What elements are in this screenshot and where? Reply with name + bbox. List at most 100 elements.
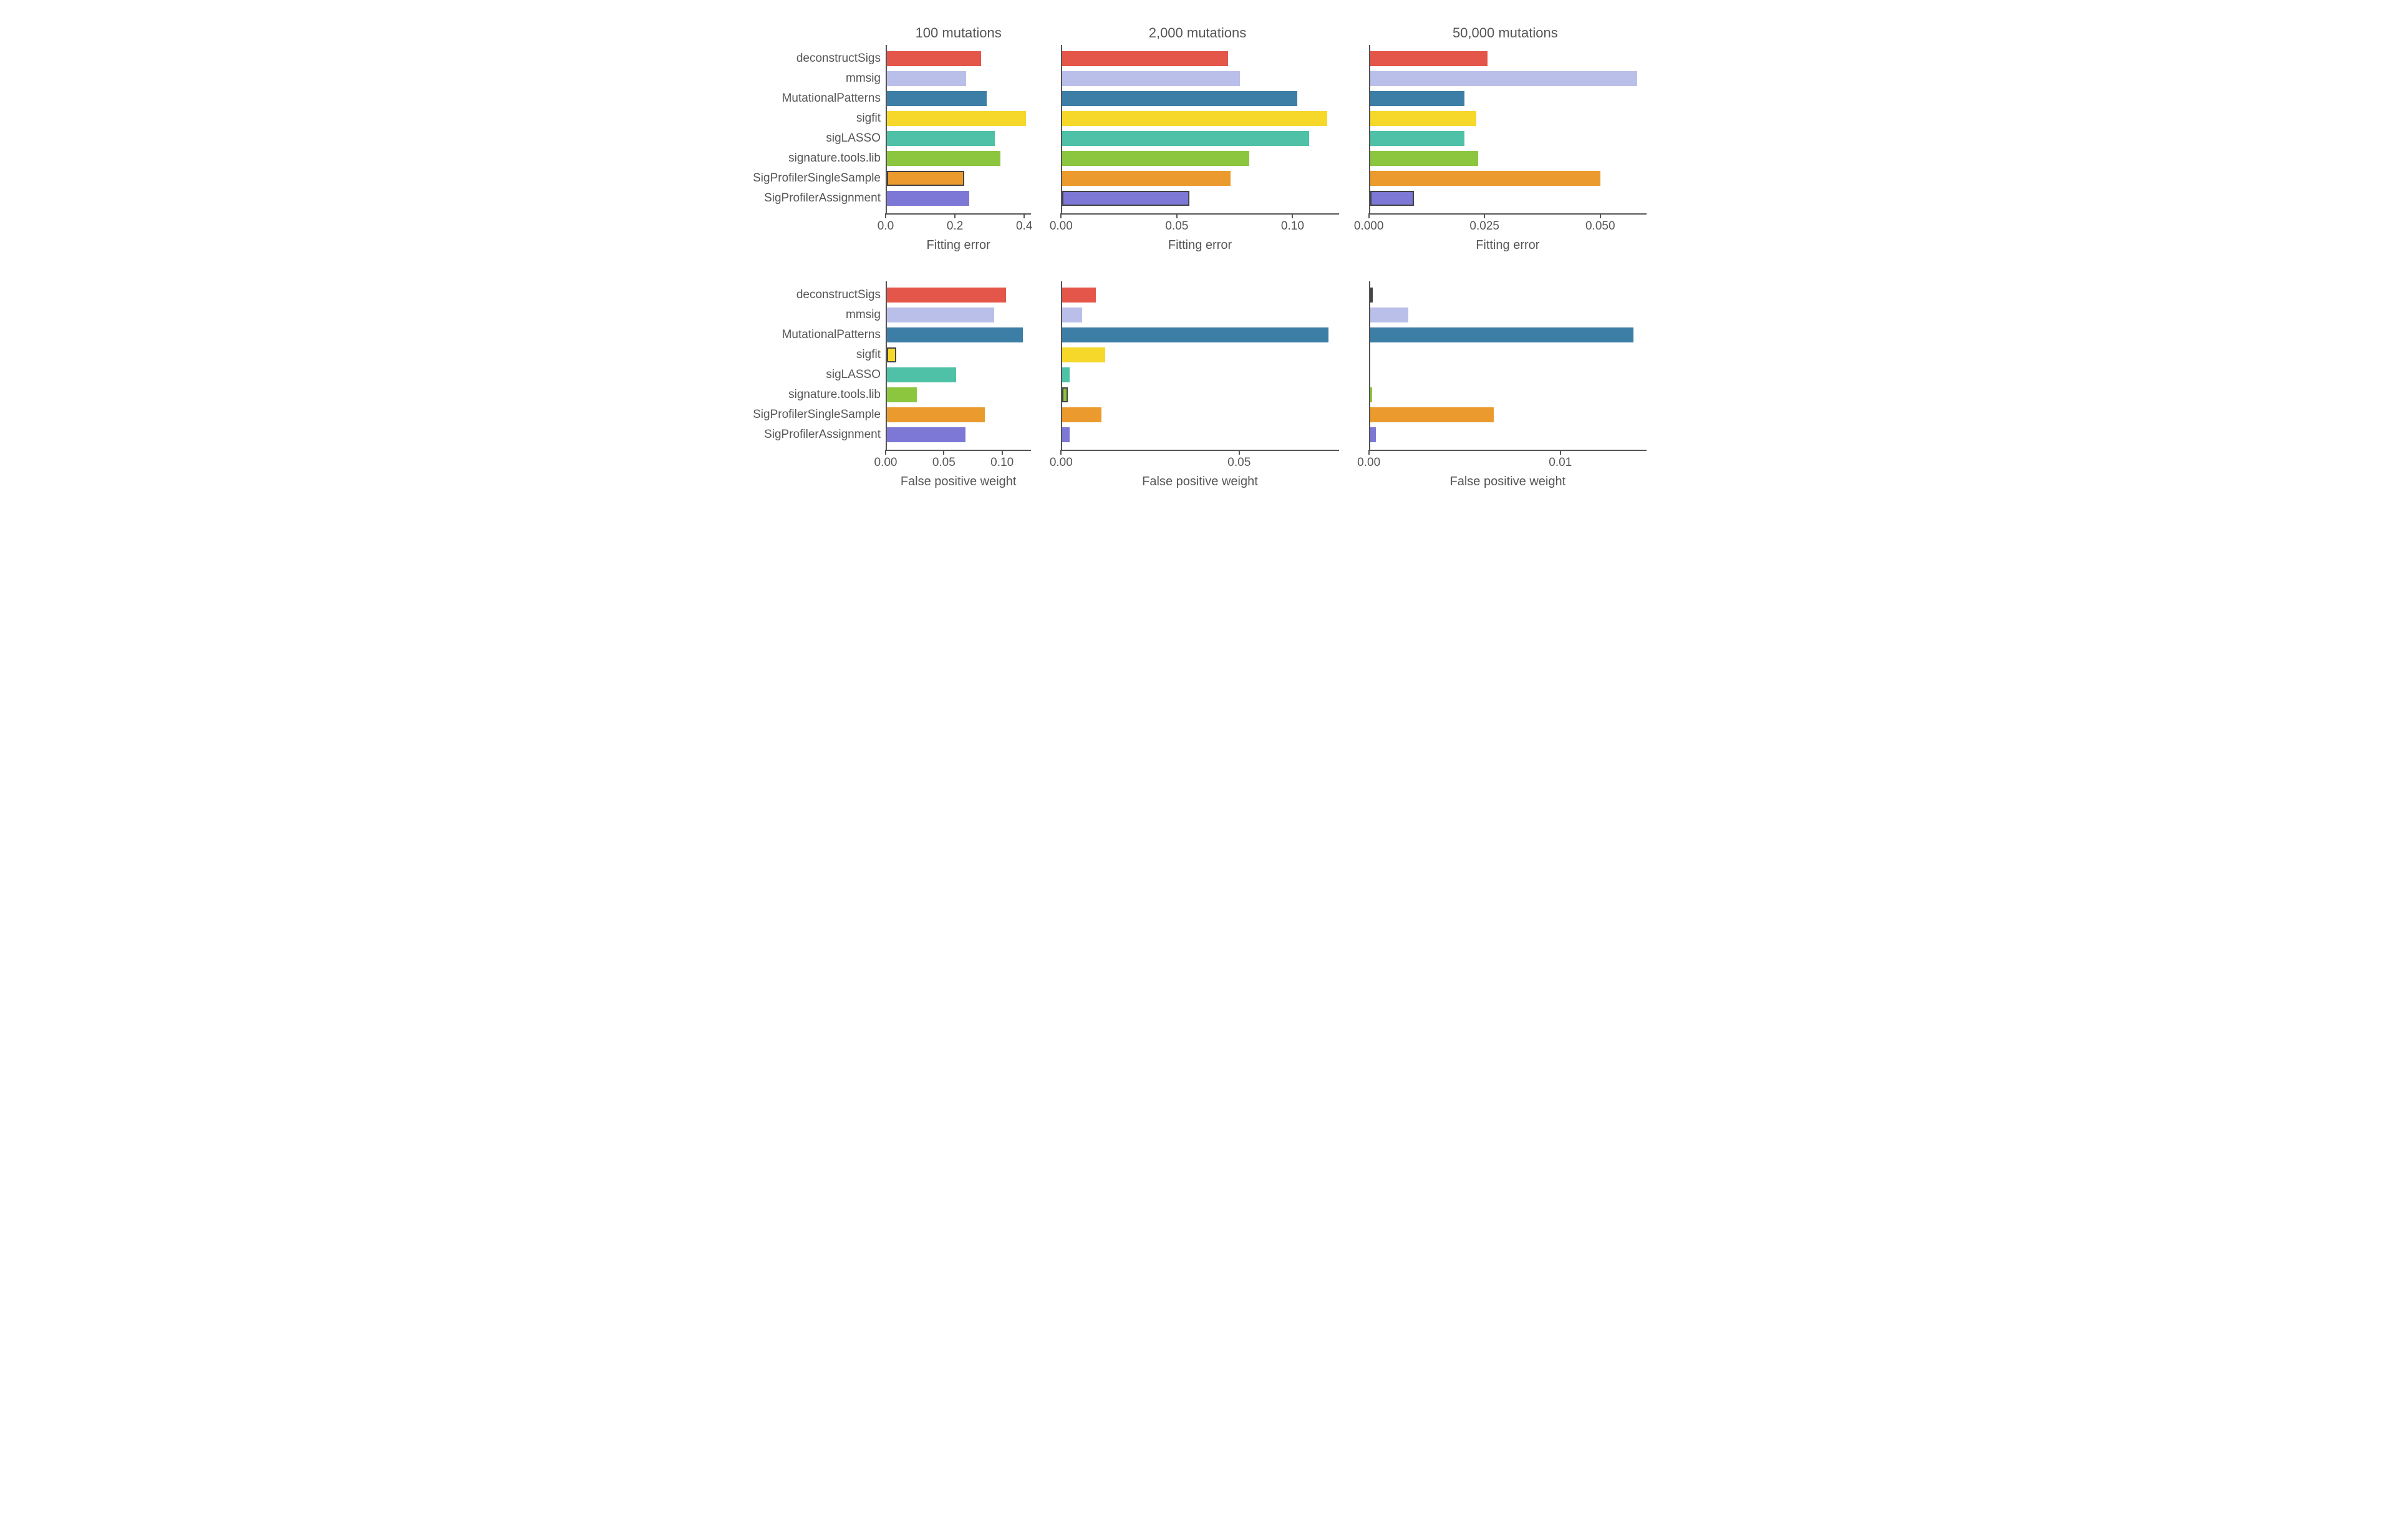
bar [887,151,1000,166]
x-tick-label: 0.0 [878,220,894,233]
x-tick-label: 0.05 [932,456,956,470]
bar [1370,327,1633,342]
y-label: SigProfilerSingleSample [748,405,881,425]
panel-title: 2,000 mutations [1056,25,1338,41]
bar [1370,427,1376,442]
chart-grid: 100 mutationsdeconstructSigsmmsigMutatio… [748,25,1647,489]
bar [1062,407,1101,422]
x-tick-label: 0.10 [990,456,1014,470]
bar [1062,427,1069,442]
bar [1062,51,1228,66]
bar [887,91,987,106]
x-axis-ticks: 0.000.050.10 [1061,220,1338,237]
y-label: mmsig [748,305,881,325]
y-label: sigfit [748,109,881,128]
bar [887,387,917,402]
y-label: MutationalPatterns [748,89,881,109]
plot-area [1061,281,1338,451]
x-axis-ticks: 0.00.20.4 [886,220,1031,237]
x-axis-label: False positive weight [886,475,1031,489]
panel-p11: deconstructSigsmmsigMutationalPatternssi… [1056,278,1338,489]
x-tick-label: 0.10 [1281,220,1304,233]
panel-p01: 2,000 mutationsdeconstructSigsmmsigMutat… [1056,25,1338,253]
bar [1370,171,1600,186]
x-axis-label: Fitting error [886,238,1031,253]
x-axis-ticks: 0.0000.0250.050 [1369,220,1647,237]
bar [887,71,966,86]
x-tick-label: 0.05 [1165,220,1188,233]
x-tick-label: 0.025 [1469,220,1499,233]
bar [1062,327,1328,342]
bar [1370,191,1414,206]
panel-p00: 100 mutations deconstructSigsmmsigMutatio… [748,25,1031,253]
x-tick-label: 0.2 [947,220,963,233]
y-label: SigProfilerAssignment [748,188,881,208]
bar [1370,308,1408,322]
y-label: signature.tools.lib [748,385,881,405]
x-axis-ticks: 0.000.01 [1369,456,1647,473]
plot-area [1369,45,1647,215]
bar [1062,308,1081,322]
y-label: sigLASSO [748,128,881,148]
x-axis-label: False positive weight [1061,475,1338,489]
y-label: deconstructSigs [748,285,881,305]
bar [1062,91,1297,106]
panel-title: 100 mutations [748,25,1031,41]
bar [887,427,965,442]
bar [1370,111,1476,126]
plot-area [886,281,1031,451]
y-label: deconstructSigs [748,49,881,69]
x-tick-label: 0.00 [1050,456,1073,470]
bar [1370,288,1373,303]
bar [1062,171,1231,186]
bar [887,171,964,186]
plot-area [1061,45,1338,215]
bar [1370,407,1494,422]
bar [1062,367,1069,382]
bar [887,51,981,66]
y-label: mmsig [748,69,881,89]
x-tick-label: 0.05 [1227,456,1251,470]
x-tick-label: 0.050 [1585,220,1615,233]
y-label: SigProfilerAssignment [748,425,881,445]
y-label: sigfit [748,345,881,365]
x-tick-label: 0.4 [1016,220,1032,233]
bar [887,288,1006,303]
bar [1370,131,1464,146]
bar [1062,191,1189,206]
y-label: sigLASSO [748,365,881,385]
panel-p10: deconstructSigsmmsigMutationalPatternssi… [748,278,1031,489]
bar [887,347,896,362]
bar [1370,387,1372,402]
bar [887,308,994,322]
y-label: MutationalPatterns [748,325,881,345]
bar [1062,71,1239,86]
bar [887,191,969,206]
y-label: signature.tools.lib [748,148,881,168]
panel-p12: deconstructSigsmmsigMutationalPatternssi… [1364,278,1647,489]
bar [1062,151,1249,166]
bar [887,131,995,146]
bar [1062,131,1309,146]
bar [887,111,1026,126]
y-label: SigProfilerSingleSample [748,168,881,188]
x-tick-label: 0.00 [1050,220,1073,233]
x-axis-ticks: 0.000.050.10 [886,456,1031,473]
panel-p02: 50,000 mutationsdeconstructSigsmmsigMuta… [1364,25,1647,253]
bar [887,367,956,382]
x-tick-label: 0.01 [1549,456,1572,470]
bar [1370,51,1488,66]
plot-area [886,45,1031,215]
x-axis-label: Fitting error [1061,238,1338,253]
x-tick-label: 0.000 [1354,220,1384,233]
bar [1370,71,1638,86]
panel-title: 50,000 mutations [1364,25,1647,41]
bar [887,407,985,422]
x-tick-label: 0.00 [874,456,898,470]
bar [1370,151,1479,166]
bar [1370,91,1464,106]
bar [1062,387,1068,402]
bar [1062,347,1105,362]
plot-area [1369,281,1647,451]
bar [1062,111,1327,126]
